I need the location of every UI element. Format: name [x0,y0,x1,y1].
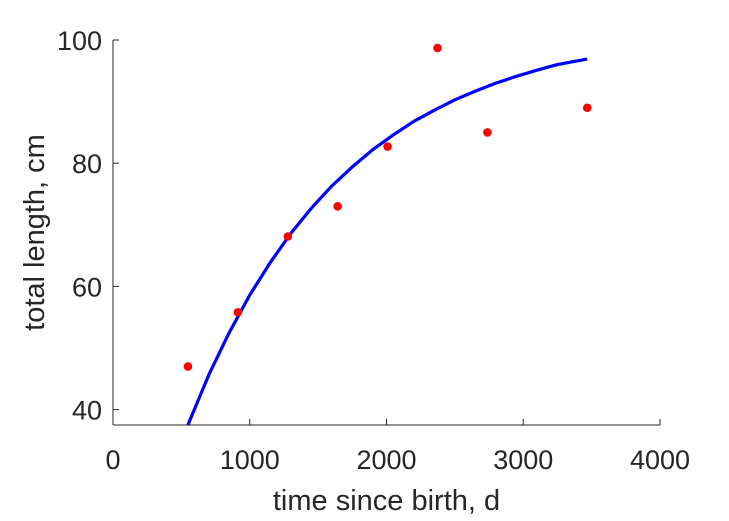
data-point [483,128,492,137]
data-point [333,202,342,211]
data-point [283,232,293,241]
y-tick-label: 60 [72,272,102,302]
data-point [582,103,592,113]
y-tick-label: 40 [72,396,102,426]
y-tick-label: 80 [72,149,102,179]
y-axis-label: total length, cm [19,134,51,331]
y-tick-label: 100 [57,26,102,56]
fit-curve [186,57,588,425]
x-tick-label: 0 [105,445,120,475]
data-point [433,43,442,53]
plot-area [183,43,592,425]
x-tick-label: 3000 [493,445,553,475]
x-tick-label: 4000 [630,445,690,475]
x-tick-label: 1000 [220,445,280,475]
data-point [183,362,193,371]
axes: 0 1000 2000 3000 4000 40 60 80 100 [57,26,690,475]
x-tick-label: 2000 [356,445,416,475]
data-point [233,307,243,317]
data-point [383,142,392,151]
x-axis-label: time since birth, d [273,485,500,517]
